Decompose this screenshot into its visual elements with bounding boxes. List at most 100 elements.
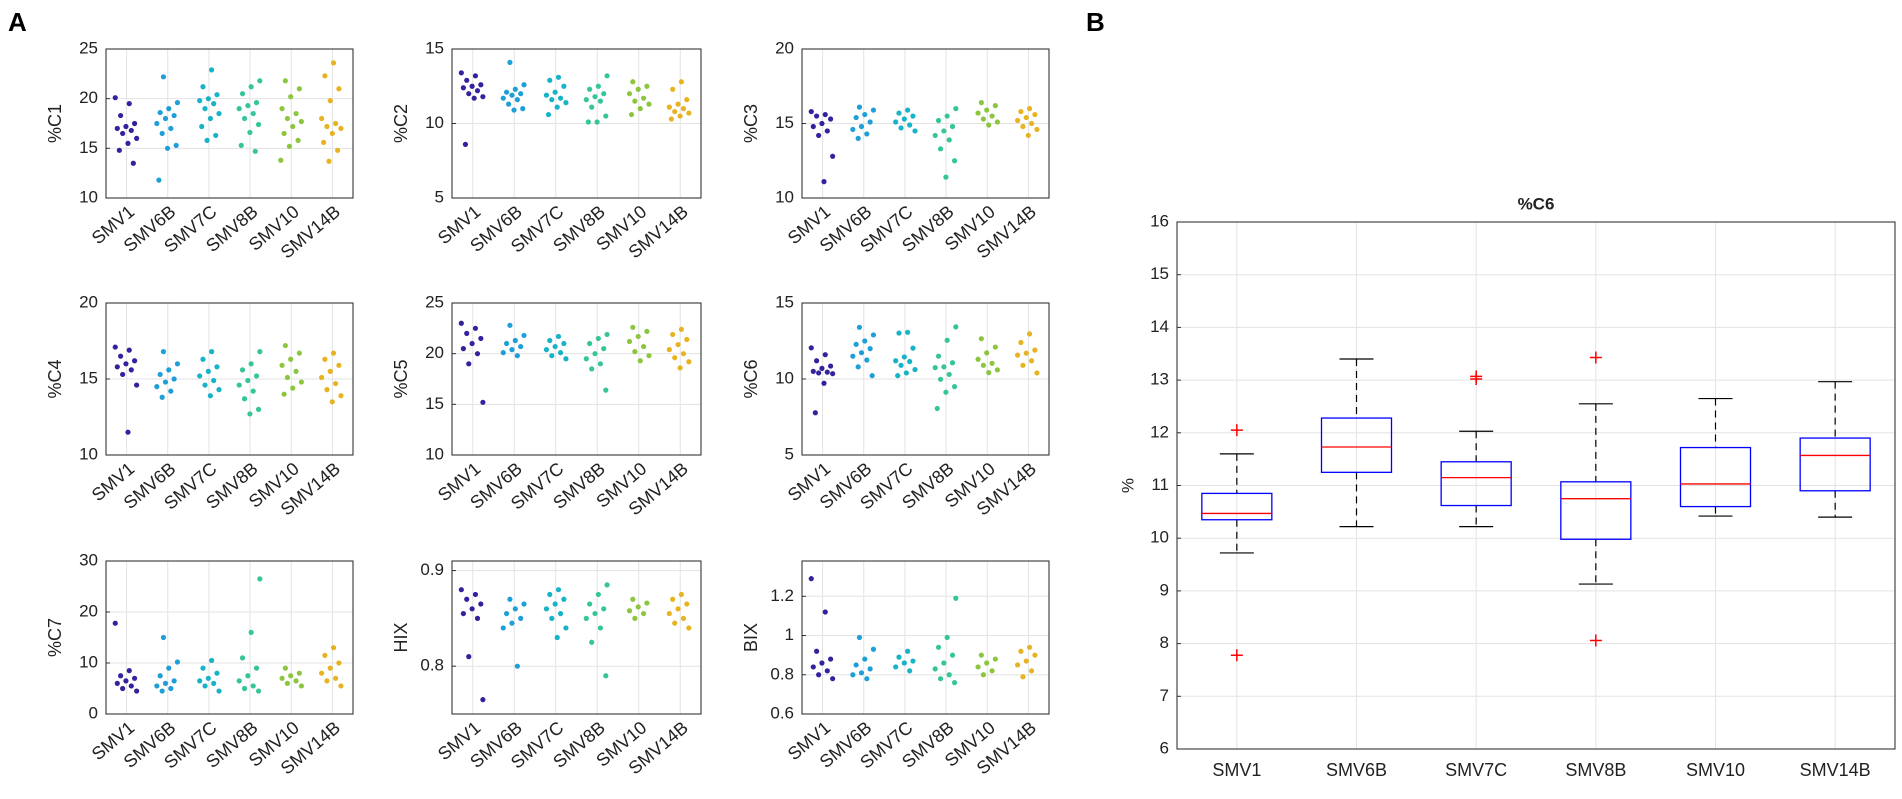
point [252, 148, 258, 154]
point [211, 377, 217, 384]
point [635, 333, 641, 340]
point [209, 67, 215, 73]
point [604, 582, 610, 588]
point [812, 410, 818, 416]
point [644, 83, 650, 89]
point [545, 111, 552, 118]
point [507, 59, 513, 66]
point [134, 135, 140, 141]
point [905, 648, 911, 654]
point [214, 364, 220, 370]
point [154, 120, 160, 127]
point [810, 123, 816, 130]
point [903, 370, 909, 376]
point [1028, 668, 1035, 674]
point [298, 683, 304, 689]
outlier [1230, 424, 1243, 437]
y-axis-label: %C6 [741, 359, 761, 398]
point [543, 92, 550, 98]
point [992, 103, 998, 109]
point [601, 91, 607, 97]
point [1020, 123, 1026, 130]
point [474, 88, 481, 94]
point [910, 345, 916, 351]
point [1018, 108, 1024, 115]
point [632, 98, 638, 104]
point [134, 382, 140, 388]
point [604, 73, 610, 79]
point [120, 685, 126, 692]
box [1560, 481, 1632, 540]
point [296, 670, 302, 676]
point [986, 122, 992, 128]
y-tick-label: 15 [425, 394, 444, 413]
point [245, 103, 251, 109]
point [986, 370, 992, 376]
point [675, 341, 681, 348]
point [128, 683, 134, 689]
point [867, 346, 873, 352]
point [166, 665, 172, 671]
point [213, 132, 219, 139]
point [937, 676, 944, 682]
point [822, 609, 828, 615]
point [821, 380, 827, 386]
point [207, 393, 213, 399]
point [994, 119, 1000, 125]
y-tick-label: 15 [1150, 264, 1169, 283]
point [549, 97, 555, 103]
point [677, 113, 683, 119]
point [160, 349, 167, 355]
point [329, 130, 335, 137]
point [978, 100, 984, 106]
point [239, 91, 246, 97]
point [595, 83, 601, 89]
point [1026, 331, 1033, 337]
point [646, 101, 652, 107]
point [216, 387, 222, 393]
y-tick-label: 0.8 [770, 664, 794, 683]
x-tick-label: SMV8B [1565, 760, 1626, 780]
box [1440, 461, 1512, 507]
point [680, 351, 687, 357]
y-tick-label: 25 [425, 292, 444, 311]
point [174, 100, 181, 106]
point [509, 347, 515, 353]
point [464, 330, 470, 336]
point [462, 141, 469, 147]
point [281, 130, 287, 137]
point [460, 85, 466, 91]
point [853, 114, 859, 121]
y-tick-label: 0.8 [420, 656, 444, 675]
point [335, 147, 341, 153]
point [856, 634, 863, 641]
point [464, 596, 470, 602]
point [1028, 120, 1035, 127]
point [293, 368, 299, 374]
y-tick-label: 10 [775, 368, 794, 387]
axes-box [105, 302, 354, 456]
point [257, 78, 263, 84]
point [816, 132, 822, 139]
point [338, 125, 344, 132]
point [338, 683, 344, 689]
point [171, 112, 177, 119]
point [248, 361, 254, 367]
point [901, 116, 907, 122]
point [827, 363, 834, 369]
point [557, 95, 564, 101]
point [458, 70, 464, 76]
point [589, 104, 595, 110]
point [156, 177, 162, 183]
point [819, 365, 825, 371]
point [853, 341, 859, 347]
point [282, 665, 288, 671]
point [666, 610, 672, 617]
point [975, 664, 981, 670]
point [592, 94, 598, 100]
point [951, 158, 958, 164]
point [478, 335, 484, 342]
point [166, 106, 172, 112]
point [250, 110, 256, 117]
point [907, 122, 913, 128]
